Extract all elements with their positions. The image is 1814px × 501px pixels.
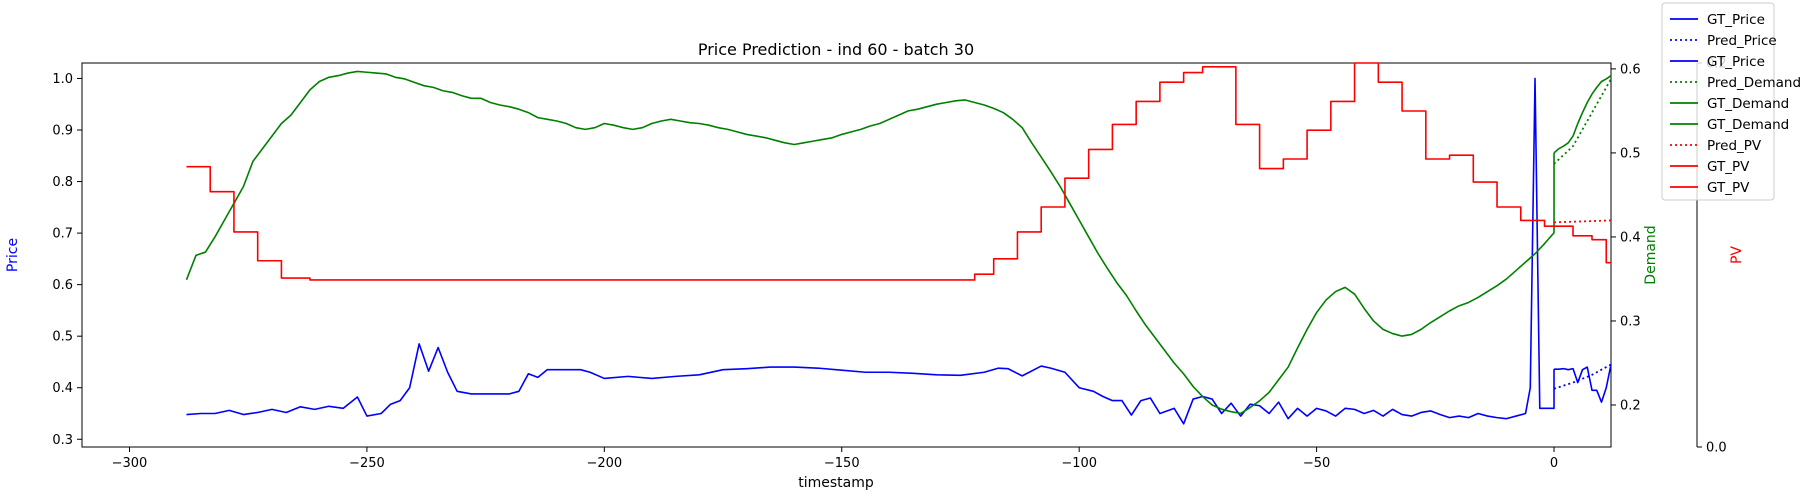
series-line-pred-price [1553,363,1612,390]
series-layer [185,62,1612,425]
price-tick-label: 0.3 [52,433,73,448]
demand-axis-label: Demand [1643,225,1659,284]
series-line-pred-demand [1553,78,1612,165]
series-line-gt-price [1554,364,1612,403]
series-line-gt-price [186,77,1555,425]
price-tick-label: 0.4 [52,381,73,396]
price-tick-label: 0.7 [52,227,73,242]
pv-axis-label: PV [1729,246,1745,264]
legend: GT_Price Pred_Price GT_Price Pred_Demand GT_… [1661,2,1801,201]
x-axis-label: timestamp [798,475,874,491]
series-line-gt-demand [185,70,1555,415]
x-tick-label: −250 [349,456,385,471]
price-tick-label: 0.9 [52,124,73,139]
demand-tick-label: 0.5 [1620,146,1641,161]
series-line-gt-pv [1554,225,1611,264]
legend-entry-label: Pred_Price [1707,33,1777,49]
x-tick-label: −300 [112,456,148,471]
series-line-gt-pv [186,62,1555,281]
price-tick-label: 1.0 [52,72,73,87]
price-axis-label: Price [5,238,21,272]
x-tick-label: −200 [586,456,622,471]
demand-tick-label: 0.4 [1620,230,1641,245]
price-tick-label: 0.5 [52,330,73,345]
demand-tick-label: 0.2 [1620,398,1641,413]
x-tick-label: −50 [1303,456,1330,471]
legend-entry-label: GT_PV [1707,159,1750,175]
plot-frame-layer [81,62,1612,448]
legend-entry-label: GT_Price [1707,54,1765,70]
legend-entry-label: Pred_Demand [1707,75,1801,91]
series-line-pred-pv [1553,219,1612,224]
price-tick-label: 0.6 [52,278,73,293]
pv-tick-label: 0.0 [1706,441,1727,456]
price-tick-label: 0.8 [52,175,73,190]
demand-tick-label: 0.6 [1620,62,1641,77]
x-tick-label: −150 [824,456,860,471]
legend-entry-label: GT_Demand [1707,117,1789,133]
legend-box [1661,2,1775,201]
legend-entry-label: Pred_PV [1707,138,1762,154]
legend-entry-label: GT_Demand [1707,96,1789,112]
legend-entry-label: GT_PV [1707,180,1750,196]
axes-layer: −300 −250 −200 −150 −100 −50 0 0.3 0.4 0.5 0.6 0.7 0… [5,57,1745,472]
chart-title: Price Prediction - ind 60 - batch 30 [698,40,974,59]
demand-tick-label: 0.3 [1620,314,1641,329]
x-tick-label: −100 [1061,456,1097,471]
x-tick-label: 0 [1550,456,1558,471]
legend-entry-label: GT_Price [1707,12,1765,28]
plot-frame [81,62,1612,448]
series-line-gt-demand [1553,74,1612,154]
